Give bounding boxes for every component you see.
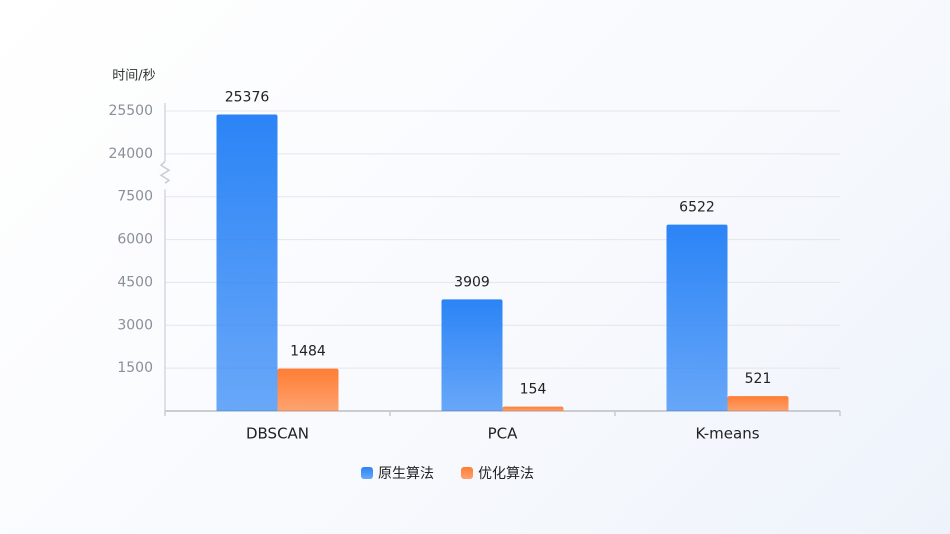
y-tick-label: 7500 [117,189,153,205]
bar [216,114,278,412]
value-label: 521 [745,371,772,387]
value-label: 25376 [225,90,270,106]
y-tick-label: 3000 [117,317,153,333]
bar [727,396,789,411]
y-tick-label: 4500 [117,274,153,290]
bar [277,368,339,411]
y-axis-label: 时间/秒 [112,69,155,84]
x-tick-label: DBSCAN [246,425,309,443]
y-tick-label: 6000 [117,232,153,248]
value-label: 1484 [290,344,326,360]
value-label: 6522 [679,200,715,216]
bar [666,224,728,411]
bar [502,406,564,411]
y-tick-label: 25500 [108,103,153,119]
x-tick-label: K-means [695,425,759,443]
legend-label: 原生算法 [378,466,434,482]
legend-swatch [461,467,473,479]
legend-label: 优化算法 [478,466,534,482]
bar [441,299,503,411]
axis-break [159,160,171,184]
value-label: 3909 [454,274,490,290]
axis-break-gap [159,161,171,190]
y-tick-label: 1500 [117,360,153,376]
x-tick-label: PCA [488,425,519,443]
value-label: 154 [520,382,547,398]
y-tick-label: 24000 [108,146,153,162]
legend-swatch [361,467,373,479]
